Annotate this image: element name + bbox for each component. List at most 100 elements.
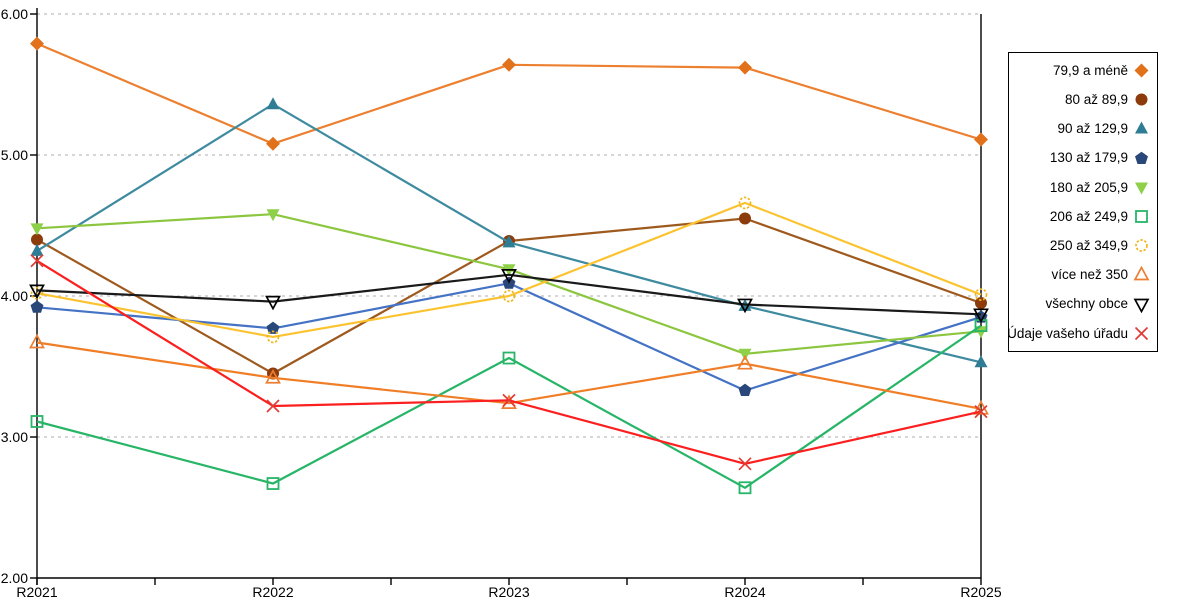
x-tick-label: R2022 bbox=[252, 584, 293, 600]
series-8 bbox=[29, 269, 989, 324]
legend-marker bbox=[1135, 182, 1148, 195]
legend-item-label: 180 až 205,9 bbox=[1049, 179, 1128, 195]
legend: 79,9 a méně 80 až 89,9 90 až 129,9 130 až 1… bbox=[1007, 52, 1158, 352]
triangle-up-marker-icon bbox=[30, 243, 44, 256]
x-tick-label: R2021 bbox=[16, 584, 57, 600]
triangle-up-marker-icon bbox=[266, 97, 280, 110]
legend-item: 79,9 a méně bbox=[1013, 62, 1150, 79]
legend-item-label: všechny obce bbox=[1045, 296, 1128, 312]
circle-marker-icon bbox=[739, 212, 751, 225]
circle-dashed-marker-icon bbox=[974, 288, 988, 301]
triangle-down-marker-icon bbox=[973, 308, 989, 324]
x-cross-marker-icon bbox=[502, 393, 516, 407]
triangle-down-marker-icon bbox=[1135, 182, 1148, 195]
square-marker-icon bbox=[1135, 210, 1148, 223]
series-line bbox=[36, 201, 982, 338]
legend-item: 90 až 129,9 bbox=[1013, 120, 1150, 137]
legend-item-label: 90 až 129,9 bbox=[1057, 121, 1128, 137]
legend-item-label: 130 až 179,9 bbox=[1049, 150, 1128, 166]
circle-dashed-marker-icon bbox=[738, 196, 752, 210]
legend-item: 180 až 205,9 bbox=[1013, 179, 1150, 196]
legend-item-label: 250 až 349,9 bbox=[1049, 237, 1128, 253]
legend-marker bbox=[1133, 298, 1150, 313]
y-tick-label: 4.00 bbox=[1, 288, 28, 304]
x-tick-label: R2025 bbox=[960, 584, 1001, 600]
triangle-up-marker-icon bbox=[502, 235, 516, 248]
legend-item-label: 80 až 89,9 bbox=[1064, 92, 1128, 108]
pentagon-marker-icon bbox=[30, 300, 44, 313]
diamond-marker-icon bbox=[266, 136, 280, 151]
series-2 bbox=[30, 97, 988, 368]
legend-item-label: 206 až 249,9 bbox=[1049, 208, 1128, 224]
y-tick-label: 2.00 bbox=[1, 570, 28, 586]
legend-item-label: více než 350 bbox=[1051, 267, 1128, 283]
square-marker-icon bbox=[30, 415, 44, 428]
triangle-up-marker-icon bbox=[1133, 266, 1150, 281]
series-6 bbox=[30, 196, 988, 344]
x-tick-label: R2023 bbox=[488, 584, 529, 600]
legend-item-label: Údaje vašeho úřadu bbox=[1007, 325, 1128, 341]
triangle-up-marker-icon bbox=[737, 354, 753, 370]
series-7 bbox=[29, 333, 989, 415]
legend-marker bbox=[1134, 63, 1149, 78]
series-3 bbox=[30, 276, 988, 396]
legend-item: 206 až 249,9 bbox=[1013, 208, 1150, 225]
circle-dashed-marker-icon bbox=[502, 289, 516, 303]
x-cross-marker-icon bbox=[738, 457, 752, 471]
legend-marker bbox=[1135, 93, 1148, 106]
triangle-down-marker-icon bbox=[265, 295, 281, 311]
legend-marker bbox=[1133, 266, 1150, 281]
triangle-down-marker-icon bbox=[974, 326, 988, 339]
square-marker-icon bbox=[502, 351, 516, 365]
x-tick-label: R2024 bbox=[724, 584, 765, 600]
x-cross-marker-icon bbox=[1134, 326, 1149, 340]
triangle-down-marker-icon bbox=[1133, 298, 1150, 313]
circle-marker-icon bbox=[1135, 93, 1148, 106]
triangle-up-marker-icon bbox=[29, 333, 45, 349]
square-marker-icon bbox=[266, 477, 280, 490]
circle-dashed-marker-icon bbox=[1135, 239, 1148, 253]
legend-item: všechny obce bbox=[1013, 296, 1150, 313]
pentagon-marker-icon bbox=[266, 321, 280, 334]
square-marker-icon bbox=[738, 481, 752, 495]
series-line bbox=[36, 103, 982, 364]
triangle-down-marker-icon bbox=[29, 284, 45, 300]
y-tick-label: 6.00 bbox=[1, 6, 28, 22]
legend-item: více než 350 bbox=[1013, 266, 1150, 283]
diamond-marker-icon bbox=[1134, 63, 1149, 78]
pentagon-marker-icon bbox=[738, 383, 752, 396]
series-line bbox=[36, 324, 982, 489]
triangle-down-marker-icon bbox=[266, 209, 280, 222]
series-line bbox=[36, 273, 982, 316]
pentagon-marker-icon bbox=[1135, 151, 1148, 164]
triangle-up-marker-icon bbox=[974, 355, 988, 368]
y-tick-label: 3.00 bbox=[1, 429, 28, 445]
triangle-down-marker-icon bbox=[737, 298, 753, 314]
triangle-down-marker-icon bbox=[501, 269, 517, 284]
legend-item: Údaje vašeho úřadu bbox=[1007, 325, 1150, 342]
series-line bbox=[36, 341, 982, 410]
diamond-marker-icon bbox=[30, 36, 44, 51]
series-9 bbox=[30, 254, 988, 471]
x-cross-marker-icon bbox=[974, 405, 988, 419]
triangle-up-marker-icon bbox=[265, 368, 281, 384]
series-line bbox=[36, 282, 982, 392]
legend-item: 130 až 179,9 bbox=[1013, 150, 1150, 167]
legend-marker bbox=[1135, 151, 1148, 164]
legend-item-label: 79,9 a méně bbox=[1052, 62, 1128, 78]
diamond-marker-icon bbox=[738, 60, 752, 75]
legend-marker bbox=[1135, 210, 1148, 223]
legend-marker bbox=[1135, 239, 1148, 253]
y-tick-label: 5.00 bbox=[1, 147, 28, 163]
diamond-marker-icon bbox=[502, 57, 516, 72]
triangle-down-marker-icon bbox=[738, 348, 752, 361]
legend-marker bbox=[1135, 121, 1148, 134]
triangle-down-marker-icon bbox=[30, 223, 44, 236]
legend-item: 80 až 89,9 bbox=[1013, 91, 1150, 108]
x-cross-marker-icon bbox=[30, 254, 44, 268]
circle-marker-icon bbox=[31, 233, 43, 246]
legend-item: 250 až 349,9 bbox=[1013, 237, 1150, 254]
diamond-marker-icon bbox=[974, 132, 988, 147]
